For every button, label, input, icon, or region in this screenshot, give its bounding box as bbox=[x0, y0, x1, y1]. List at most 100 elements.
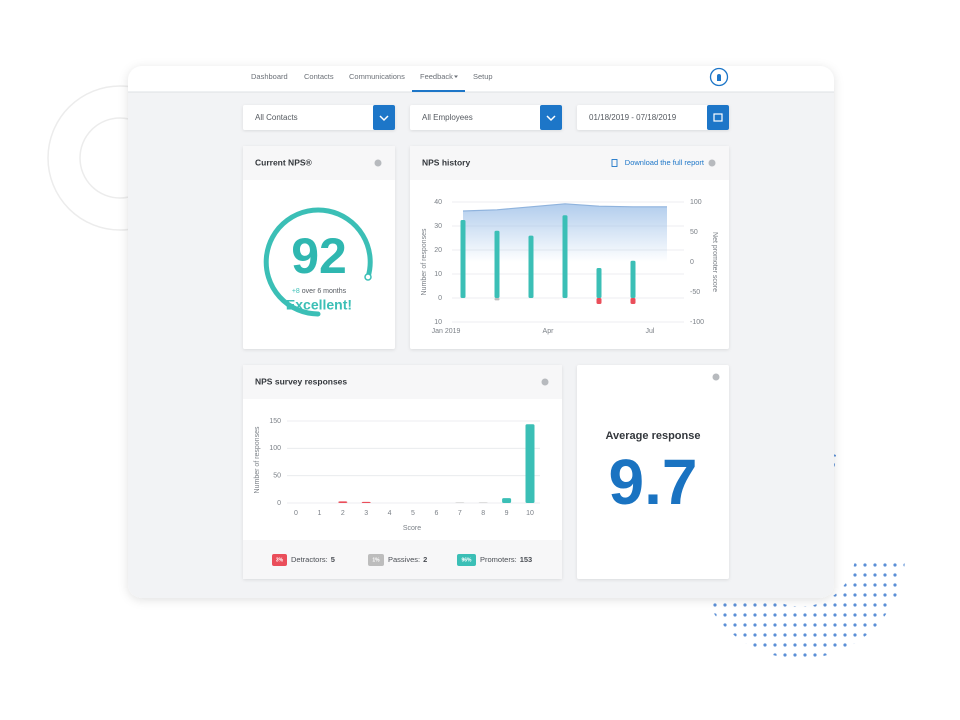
y-tick-label: 10 bbox=[434, 271, 442, 278]
bar bbox=[525, 424, 535, 503]
bar bbox=[562, 215, 568, 298]
x-tick-label: 10 bbox=[526, 510, 534, 517]
dropdown[interactable] bbox=[410, 105, 562, 130]
y-tick-label: 0 bbox=[277, 500, 281, 507]
filter-contacts[interactable] bbox=[243, 105, 395, 130]
chevron bbox=[546, 115, 556, 122]
filter-text: All Employees bbox=[422, 113, 473, 122]
file-icon bbox=[611, 159, 618, 167]
x-tick-label: 7 bbox=[458, 510, 462, 517]
legend-badge-text: 96% bbox=[461, 557, 472, 563]
bar bbox=[494, 230, 500, 298]
nav-item[interactable]: Dashboard bbox=[251, 72, 288, 81]
nav-item[interactable]: Contacts bbox=[304, 72, 334, 81]
legend-badge bbox=[457, 554, 476, 566]
nav-item[interactable]: Feedback bbox=[420, 72, 453, 81]
card bbox=[577, 365, 729, 579]
bar bbox=[460, 220, 466, 298]
nav-bar bbox=[128, 66, 834, 92]
nav-active-indicator bbox=[412, 90, 465, 92]
info-icon[interactable] bbox=[712, 373, 720, 381]
bar bbox=[596, 298, 602, 304]
download-link[interactable]: Download the full report bbox=[625, 158, 705, 167]
y2-tick-label: -100 bbox=[690, 319, 704, 326]
card-header bbox=[243, 146, 395, 180]
gauge-end bbox=[364, 273, 372, 281]
user-icon-glyph bbox=[717, 74, 721, 81]
card-survey bbox=[243, 365, 562, 579]
x-tick-label: 0 bbox=[294, 510, 298, 517]
filter-text: All Contacts bbox=[255, 113, 298, 122]
chevron bbox=[379, 115, 389, 122]
card-title: Current NPS® bbox=[255, 157, 313, 167]
y2-tick-label: 50 bbox=[690, 229, 698, 236]
date-input[interactable] bbox=[577, 105, 729, 130]
legend-badge-text: 1% bbox=[372, 557, 380, 563]
dropdown[interactable] bbox=[243, 105, 395, 130]
info-icon[interactable] bbox=[708, 159, 716, 167]
x-tick-label: 6 bbox=[434, 510, 438, 517]
legend-label: Passives: bbox=[388, 555, 420, 564]
bar bbox=[630, 298, 636, 304]
x-tick-label: Jan 2019 bbox=[432, 328, 461, 335]
filter-employees[interactable] bbox=[410, 105, 562, 130]
bar bbox=[338, 501, 348, 503]
legend-entry: Detractors: 5 bbox=[291, 555, 335, 564]
y-axis-label: Number of responses bbox=[254, 426, 261, 493]
card bbox=[243, 365, 562, 579]
y-tick-label: 40 bbox=[434, 199, 442, 206]
y-tick-label: 50 bbox=[273, 473, 281, 480]
nav-item[interactable]: Setup bbox=[473, 72, 493, 81]
nav-caret bbox=[454, 75, 458, 78]
legend-badge bbox=[272, 554, 287, 566]
bar bbox=[494, 298, 500, 301]
bar bbox=[630, 260, 636, 298]
average-value: 9.7 bbox=[609, 446, 698, 518]
card-header bbox=[243, 365, 562, 399]
info-icon[interactable] bbox=[541, 378, 549, 386]
gauge-arc bbox=[263, 207, 373, 317]
y-tick-label: 150 bbox=[269, 418, 281, 425]
dropdown-button[interactable] bbox=[373, 105, 395, 130]
y-tick-label: 20 bbox=[434, 247, 442, 254]
card-footer bbox=[243, 540, 562, 579]
x-tick-label: 4 bbox=[388, 510, 392, 517]
bar bbox=[502, 498, 512, 503]
y-axis-label: Number of responses bbox=[421, 228, 428, 295]
legend-badge bbox=[368, 554, 384, 566]
calendar-icon bbox=[713, 113, 723, 122]
filter-text: 01/18/2019 - 07/18/2019 bbox=[589, 113, 677, 122]
bar bbox=[361, 501, 371, 503]
legend-label: Detractors: bbox=[291, 555, 328, 564]
x-axis-label: Score bbox=[403, 525, 421, 532]
bar bbox=[596, 268, 602, 298]
x-tick-label: 9 bbox=[505, 510, 509, 517]
legend-entry: Promoters: 153 bbox=[480, 555, 532, 564]
legend-count: 2 bbox=[423, 555, 427, 564]
legend-count: 5 bbox=[331, 555, 335, 564]
legend-label: Promoters: bbox=[480, 555, 517, 564]
dropdown-button[interactable] bbox=[540, 105, 562, 130]
filter-dates[interactable] bbox=[577, 105, 729, 130]
card-title: NPS survey responses bbox=[255, 376, 347, 386]
y2-tick-label: -50 bbox=[690, 289, 700, 296]
bar bbox=[478, 502, 488, 503]
x-tick-label: 1 bbox=[317, 510, 321, 517]
info-icon[interactable] bbox=[374, 159, 382, 167]
calendar-button[interactable] bbox=[707, 105, 729, 130]
x-tick-label: 8 bbox=[481, 510, 485, 517]
bar bbox=[455, 502, 465, 503]
card-header bbox=[410, 146, 729, 180]
card-current-nps bbox=[243, 146, 395, 349]
line bbox=[462, 203, 667, 212]
nav-item[interactable]: Communications bbox=[349, 72, 405, 81]
y-tick-label: 0 bbox=[438, 295, 442, 302]
nps-value: 92 bbox=[291, 228, 347, 284]
y-tick-label: 30 bbox=[434, 223, 442, 230]
card-average bbox=[577, 365, 729, 579]
x-tick-label: 3 bbox=[364, 510, 368, 517]
nps-change: +8 over 6 months bbox=[292, 288, 347, 295]
average-title: Average response bbox=[606, 430, 701, 442]
